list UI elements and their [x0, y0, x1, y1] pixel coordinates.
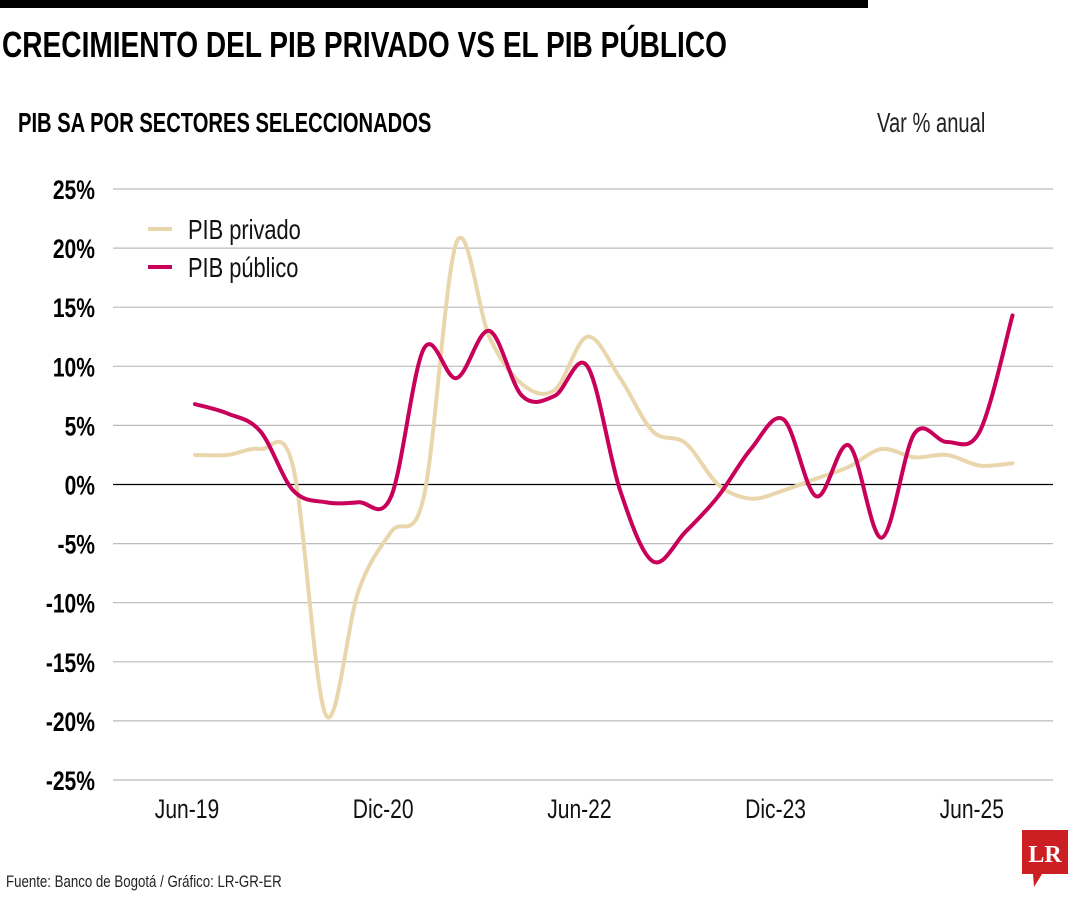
x-tick-label: Jun-25 — [940, 795, 1004, 825]
legend-label: PIB privado — [188, 214, 301, 245]
x-tick-label: Jun-22 — [547, 795, 611, 825]
y-tick-label: -15% — [46, 648, 95, 678]
series-lines — [193, 236, 1015, 720]
x-tick-label: Dic-23 — [745, 795, 806, 825]
chart-subtitle: PIB SA POR SECTORES SELECCIONADOS — [18, 107, 432, 138]
legend: PIB privado PIB público — [148, 214, 301, 284]
gridlines — [113, 188, 1053, 781]
x-axis-labels: Jun-19 Dic-20 Jun-22 Dic-23 Jun-25 — [155, 795, 1004, 825]
y-tick-label: -25% — [46, 767, 95, 797]
y-tick-label: 10% — [53, 353, 95, 383]
series-line-pib-publico — [193, 313, 1015, 565]
y-tick-label: -5% — [58, 530, 95, 560]
y-tick-label: 5% — [65, 412, 95, 442]
y-tick-label: 15% — [53, 294, 95, 324]
y-axis-labels: 25% 20% 15% 10% 5% 0% -5% -10% -15% -20% -25% — [46, 176, 95, 797]
y-tick-label: -10% — [46, 589, 95, 619]
y-tick-label: 0% — [65, 471, 95, 501]
source-note: Fuente: Banco de Bogotá / Gráfico: LR-GR… — [6, 872, 282, 891]
y-tick-label: 25% — [53, 176, 95, 206]
lr-logo: LR — [1022, 830, 1068, 887]
svg-text:LR: LR — [1028, 842, 1062, 868]
y-tick-label: 20% — [53, 235, 95, 265]
series-line-pib-privado — [193, 236, 1015, 720]
chart-title: CRECIMIENTO DEL PIB PRIVADO VS EL PIB PÚ… — [2, 24, 727, 65]
top-bar — [0, 0, 868, 8]
legend-label: PIB público — [188, 252, 298, 283]
y-tick-label: -20% — [46, 707, 95, 737]
unit-label: Var % anual — [877, 107, 986, 138]
x-tick-label: Jun-19 — [155, 795, 219, 825]
x-tick-label: Dic-20 — [353, 795, 414, 825]
